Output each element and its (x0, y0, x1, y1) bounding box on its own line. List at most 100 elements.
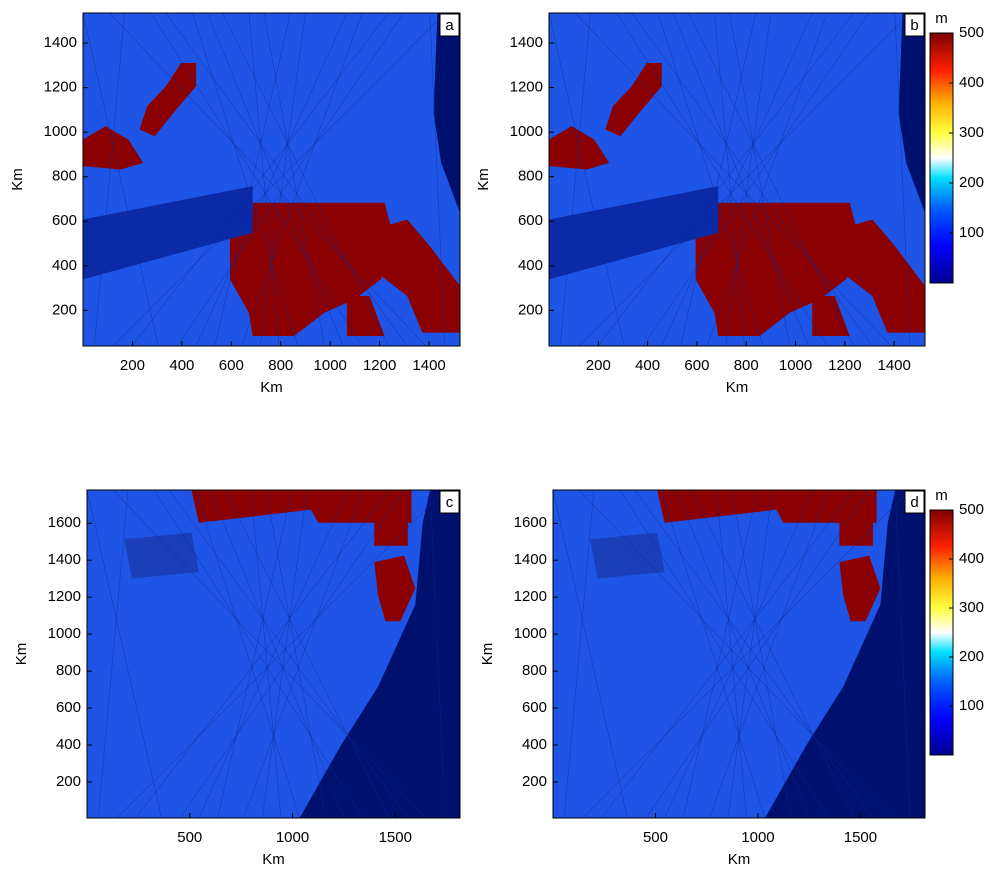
map-track (259, 12, 306, 347)
y-tick-label: 1400 (514, 551, 547, 568)
map-track (86, 489, 162, 819)
x-tick-label: 1000 (741, 829, 774, 846)
map-track (209, 489, 345, 819)
y-axis-label: Km (475, 168, 492, 191)
colorbar-tick-label: 400 (959, 74, 984, 91)
map-track (150, 12, 363, 347)
map-track (109, 12, 427, 347)
panel-label: d (910, 494, 918, 511)
y-axis-label: Km (13, 643, 30, 666)
y-tick-label: 1400 (44, 34, 77, 51)
plot-frame (86, 489, 461, 819)
map-track (731, 489, 792, 819)
x-tick-label: 1000 (314, 357, 347, 374)
colorbar-label: m (935, 10, 948, 27)
map-region (549, 186, 719, 280)
y-tick-label: 200 (522, 773, 547, 790)
map-track (131, 12, 389, 347)
map-track (714, 12, 745, 347)
map-track (680, 12, 757, 347)
y-tick-label: 1400 (510, 34, 543, 51)
map-region (374, 555, 416, 622)
map-region (839, 555, 881, 622)
map-region (898, 13, 925, 213)
map-panel: c 500 1000 1500 200 400 600 800 1000 1200 1400 1600… (13, 489, 461, 868)
y-tick-label: 600 (522, 699, 547, 716)
colorbar-tick-label: 400 (959, 550, 984, 567)
map-region (605, 62, 662, 137)
x-tick-label: 200 (586, 357, 611, 374)
y-tick-label: 1200 (510, 79, 543, 96)
map-track (706, 12, 828, 347)
map-track (634, 489, 874, 819)
map-track (664, 489, 814, 819)
colorbar-tick-label: 200 (959, 648, 984, 665)
y-tick-label: 400 (52, 257, 77, 274)
x-tick-label: 1200 (363, 357, 396, 374)
map-track (578, 489, 892, 819)
map-track (597, 12, 854, 347)
map-track (552, 489, 628, 819)
y-tick-label: 800 (518, 168, 543, 185)
y-tick-label: 400 (518, 257, 543, 274)
panel-label-box (439, 13, 460, 37)
map-track (894, 489, 911, 819)
map-track (548, 12, 625, 347)
y-tick-label: 800 (56, 662, 81, 679)
y-tick-label: 1600 (48, 514, 81, 531)
map-track (243, 489, 364, 819)
map-track (224, 489, 390, 819)
map-region (433, 13, 460, 213)
map-region (83, 186, 253, 280)
map-track (135, 489, 390, 819)
x-axis-label: Km (260, 379, 283, 396)
map-panel: b 200 400 600 800 1000 1200 1400 200 400 600 800 100… (475, 12, 926, 396)
x-axis-label: Km (262, 851, 285, 868)
map-region (590, 532, 665, 579)
map-region (842, 219, 925, 333)
map-track (690, 489, 855, 819)
map-track (729, 12, 790, 347)
colorbar-tick-label: 200 (959, 174, 984, 191)
map-track (616, 12, 828, 347)
y-tick-label: 1200 (48, 588, 81, 605)
map-track (682, 489, 758, 819)
y-tick-label: 800 (522, 662, 547, 679)
x-tick-label: 500 (643, 829, 668, 846)
map-track (153, 489, 364, 819)
colorbar (929, 509, 954, 756)
map-track (582, 489, 911, 819)
map-track (661, 12, 813, 347)
x-tick-label: 400 (169, 357, 194, 374)
y-axis-label: Km (9, 168, 26, 191)
x-tick-label: 800 (268, 357, 293, 374)
x-tick-label: 500 (177, 829, 202, 846)
plot-frame (548, 12, 926, 347)
plot-frame (552, 489, 926, 819)
map-track (716, 489, 747, 819)
plot-frame (82, 12, 461, 347)
map-track (165, 12, 408, 347)
y-tick-label: 200 (518, 301, 543, 318)
y-tick-label: 400 (56, 736, 81, 753)
map-region (124, 532, 199, 579)
x-axis-label: Km (728, 851, 751, 868)
map-track (725, 12, 772, 347)
x-tick-label: 1500 (379, 829, 412, 846)
map-track (657, 12, 764, 347)
map-track (248, 12, 280, 347)
map-region (299, 490, 460, 818)
map-track (262, 489, 308, 819)
map-track (631, 12, 873, 347)
y-tick-label: 800 (52, 168, 77, 185)
map-track (619, 489, 829, 819)
map-region (765, 490, 925, 818)
map-region (377, 219, 460, 333)
panel-label-box (439, 490, 460, 514)
x-tick-label: 200 (120, 357, 145, 374)
map-track (250, 489, 282, 819)
map-track (675, 489, 810, 819)
map-track (708, 489, 829, 819)
map-track (559, 12, 591, 347)
